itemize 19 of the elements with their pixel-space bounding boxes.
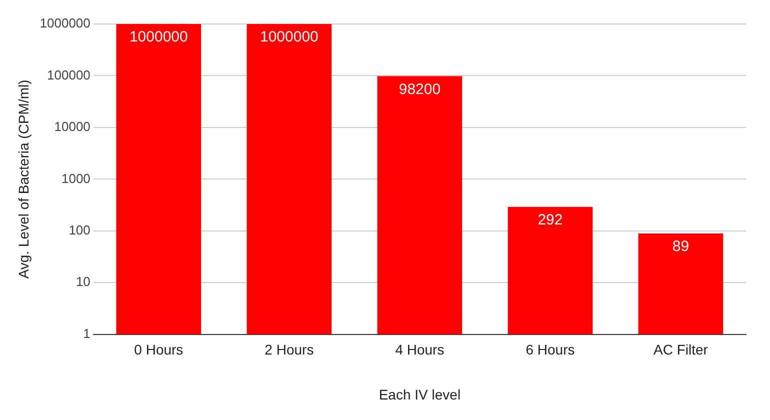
data-label: 1000000 (260, 28, 318, 46)
x-tick-label: 6 Hours (526, 342, 575, 358)
data-label: 89 (672, 238, 690, 256)
y-axis-title: Avg. Level of Bacteria (CPM/ml) (15, 80, 32, 279)
y-tick-label: 1000 (61, 170, 90, 186)
x-tick-label: 4 Hours (395, 342, 444, 358)
y-tick-label: 100000 (47, 67, 90, 82)
data-label: 292 (538, 212, 563, 228)
data-label: 1000000 (129, 28, 188, 46)
y-tick-label: 10 (76, 274, 90, 290)
data-label: 98200 (398, 80, 441, 98)
y-tick-label: 1 (83, 326, 90, 341)
y-tick-label: 100 (68, 222, 90, 238)
x-tick-label: AC Filter (654, 342, 708, 358)
x-tick-label: 2 Hours (264, 342, 314, 358)
y-tick-label: 1000000 (40, 16, 90, 31)
y-tick-label: 10000 (54, 119, 90, 134)
x-tick-label: 0 Hours (134, 342, 184, 358)
x-axis-title: Each IV level (378, 386, 461, 402)
